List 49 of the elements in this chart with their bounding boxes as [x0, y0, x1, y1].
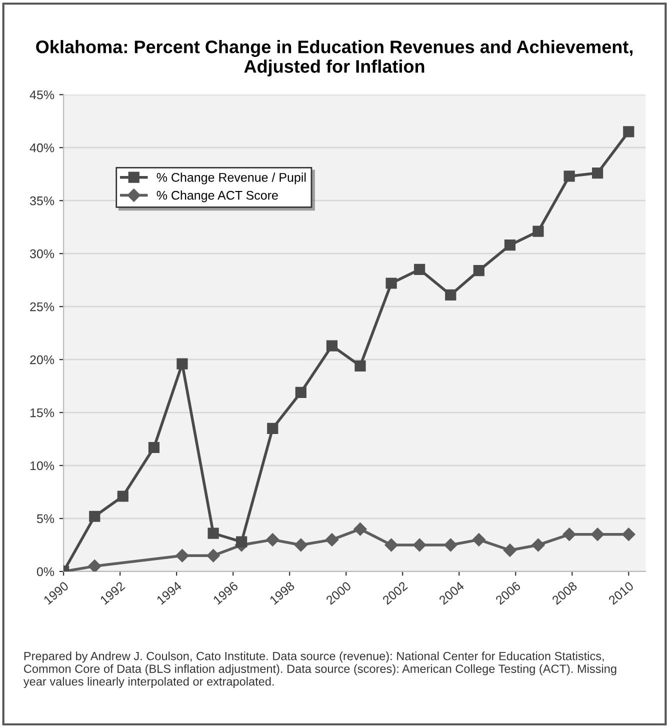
- point: [236, 536, 248, 548]
- y-tick-label: 10%: [30, 461, 54, 470]
- point: [117, 490, 128, 502]
- point: [503, 544, 517, 557]
- point: [384, 538, 398, 552]
- point: [504, 240, 516, 251]
- point: [622, 528, 636, 541]
- chart-title: Oklahoma: Percent Change in Education Revenues and Achievement, Adjusted for Inflation: [36, 40, 632, 76]
- y-tick-label: 25%: [30, 302, 54, 312]
- point: [592, 168, 604, 179]
- y-tick-label: 35%: [30, 196, 54, 206]
- point: [564, 170, 575, 182]
- point: [176, 548, 189, 562]
- text: Prepared by Andrew J. Coulson, Cato Institute. Data source (revenue): National Center for Education Statistics, Common Core of Data (BLS inflation adjustment). Data source (scores): American College Testing (ACT). Missing year values linearly interpolated or extrapolated.: [23, 652, 616, 688]
- point: [562, 528, 576, 541]
- point: [472, 533, 486, 546]
- point: [386, 278, 397, 289]
- y-tick-label: 45%: [30, 90, 54, 100]
- point: [88, 560, 102, 572]
- point: [354, 360, 366, 372]
- point: [325, 533, 339, 546]
- point: [444, 538, 458, 552]
- y-tick-label: 0%: [36, 567, 54, 576]
- point: [267, 422, 278, 434]
- point: [148, 442, 160, 454]
- point: [590, 528, 604, 541]
- y-tick-label: 30%: [30, 249, 54, 258]
- y-tick-label: 20%: [30, 355, 54, 364]
- point: [206, 548, 220, 562]
- legend-label: % Change ACT Score: [156, 190, 278, 202]
- point: [412, 538, 426, 552]
- y-tick-label: 40%: [30, 143, 54, 152]
- point: [623, 126, 634, 138]
- y-tick-label: 15%: [30, 408, 54, 418]
- point: [326, 340, 338, 352]
- point: [532, 538, 545, 552]
- point: [89, 510, 100, 522]
- y-tick-label: 5%: [36, 514, 54, 524]
- point: [295, 386, 306, 398]
- point: [473, 264, 484, 276]
- point: [294, 538, 308, 552]
- point: [532, 226, 544, 237]
- point: [354, 522, 367, 536]
- point: [414, 264, 426, 276]
- point: [266, 533, 280, 546]
- point: [445, 289, 456, 300]
- point: [176, 358, 188, 370]
- legend-label: % Change Revenue / Pupil: [156, 172, 306, 184]
- point: [208, 528, 219, 539]
